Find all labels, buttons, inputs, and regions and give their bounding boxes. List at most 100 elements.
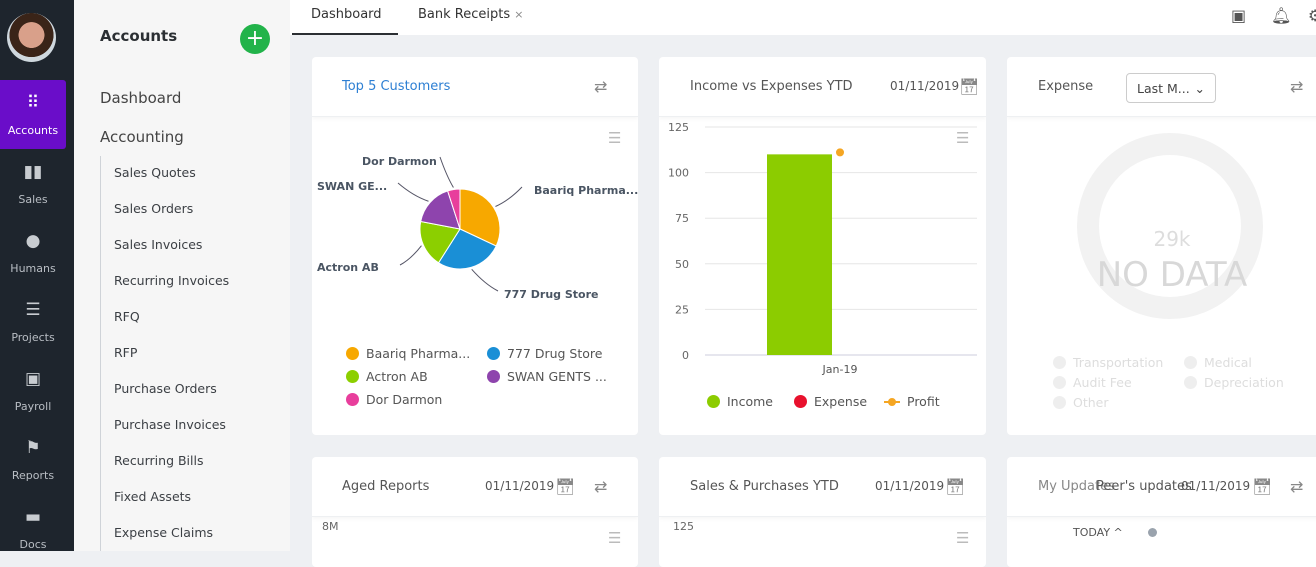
nav-title: Accounts [100, 27, 178, 45]
legend-swatch [346, 370, 359, 383]
grid-icon: ⠿ [26, 93, 40, 113]
legend-item[interactable]: Actron AB [346, 369, 428, 384]
stack-icon: ☰ [25, 300, 41, 320]
pie-slice[interactable] [419, 220, 461, 264]
rail-item-accounts[interactable]: ⠿ Accounts [0, 80, 66, 149]
nav-item[interactable]: Sales Invoices [114, 237, 203, 252]
rail-item-projects[interactable]: ☰ Projects [0, 287, 66, 356]
date-value: 01/11/2019 [485, 479, 555, 493]
pie-slice[interactable] [459, 188, 501, 247]
chart-menu-icon[interactable]: ☰ [956, 129, 970, 147]
rail-item-humans[interactable]: ● Humans [0, 218, 66, 287]
legend-item[interactable]: Depreciation [1184, 375, 1284, 390]
legend-item[interactable]: Audit Fee [1053, 375, 1132, 390]
nav-item[interactable]: Expense Claims [114, 525, 214, 540]
calendar-icon[interactable]: 📅︎ [945, 477, 966, 496]
bar-chart-icon: ▮▮ [23, 162, 43, 182]
legend-swatch [346, 347, 359, 360]
updates-card: My Updates Peer's updates 01/11/2019 📅︎ … [1007, 457, 1316, 567]
legend-item[interactable]: Income [707, 394, 773, 409]
tab-bank-receipts[interactable]: Bank Receipts × [418, 0, 523, 35]
nav-item[interactable]: Recurring Bills [114, 453, 204, 468]
nav-dashboard[interactable]: Dashboard [100, 89, 182, 107]
chart-menu-icon[interactable]: ☰ [608, 529, 622, 547]
legend-item[interactable]: Dor Darmon [346, 392, 442, 407]
card-title[interactable]: Top 5 Customers [342, 79, 451, 94]
pie-slice[interactable] [447, 188, 461, 230]
legend-label: Dor Darmon [366, 392, 443, 407]
refresh-icon[interactable]: ⇄ [1290, 77, 1304, 96]
period-select[interactable]: Last M... ⌄ [1126, 73, 1216, 103]
add-button[interactable]: + [240, 24, 270, 54]
pie-slice[interactable] [420, 190, 461, 230]
tab-my-updates[interactable]: My Updates [1038, 479, 1115, 494]
calendar-icon[interactable]: 📅︎ [959, 77, 980, 96]
rail-label: Sales [18, 193, 48, 206]
legend-item[interactable]: Medical [1184, 355, 1252, 370]
y-tick: 125 [668, 121, 689, 134]
pie-slice[interactable] [437, 228, 497, 270]
rail-item-reports[interactable]: ⚑ Reports [0, 425, 66, 494]
top-customers-card: Top 5 Customers ⇄ ☰ Baariq Pharma... 777 … [312, 57, 638, 435]
nav-item[interactable]: Purchase Orders [114, 381, 217, 396]
layout-icon[interactable]: ▣ [1231, 6, 1247, 25]
legend-swatch [487, 347, 500, 360]
connector-line [471, 269, 499, 292]
timeline-dot [1148, 528, 1157, 537]
rail-item-payroll[interactable]: ▣ Payroll [0, 356, 66, 425]
legend-swatch [884, 395, 900, 408]
legend-label: Expense [814, 394, 868, 409]
nav-item[interactable]: Sales Quotes [114, 165, 196, 180]
nav-accounting[interactable]: Accounting [100, 128, 184, 146]
nav-item[interactable]: Recurring Invoices [114, 273, 230, 288]
refresh-icon[interactable]: ⇄ [594, 77, 608, 96]
gear-icon[interactable]: ⚙ [1308, 6, 1316, 25]
refresh-icon[interactable]: ⇄ [1290, 477, 1304, 496]
legend-label: Profit [907, 394, 940, 409]
bell-icon[interactable]: 🔔︎ [1271, 6, 1292, 25]
calendar-icon[interactable]: 📅︎ [1252, 477, 1273, 496]
connector-line [397, 182, 429, 202]
y-tick: 75 [675, 212, 689, 225]
y-tick: 25 [675, 303, 689, 316]
legend-item[interactable]: Expense [794, 394, 867, 409]
card-title: Sales & Purchases YTD [690, 479, 839, 494]
legend-swatch [487, 370, 500, 383]
rail-item-docs[interactable]: ▬ Docs [0, 494, 66, 563]
today-toggle[interactable]: TODAY ^ [1073, 526, 1123, 539]
y-tick: 0 [682, 349, 689, 362]
nav-item[interactable]: Sales Orders [114, 201, 194, 216]
nav-item[interactable]: RFQ [114, 309, 140, 324]
date-value: 01/11/2019 [890, 79, 960, 93]
refresh-icon[interactable]: ⇄ [594, 477, 608, 496]
legend-swatch [794, 395, 807, 408]
rail-label: Humans [10, 262, 56, 275]
pie-chart: Baariq Pharma... 777 Drug Store Actron AB S… [317, 155, 638, 301]
rail-item-sales[interactable]: ▮▮ Sales [0, 149, 66, 218]
legend-item[interactable]: SWAN GENTS ... [487, 369, 607, 384]
close-icon[interactable]: × [514, 8, 524, 21]
rail-label: Docs [19, 538, 47, 551]
nav-item[interactable]: RFP [114, 345, 138, 360]
legend-item[interactable]: Transportation [1053, 355, 1163, 370]
tab-peers-updates[interactable]: Peer's updates [1096, 479, 1192, 494]
legend-item[interactable]: Other [1053, 395, 1109, 410]
expense-card: Expense Last M... ⌄ ⇄ 29k NO DATA Transp… [1007, 57, 1316, 435]
slice-label: Dor Darmon [362, 155, 437, 168]
divider [100, 156, 101, 551]
nav-item[interactable]: Purchase Invoices [114, 417, 226, 432]
chart-menu-icon[interactable]: ☰ [608, 129, 622, 147]
tab-dashboard[interactable]: Dashboard [292, 0, 398, 35]
legend-item[interactable]: Baariq Pharma... [346, 346, 470, 361]
legend-item[interactable]: 777 Drug Store [487, 346, 602, 361]
avatar[interactable] [7, 13, 56, 62]
calendar-icon[interactable]: 📅︎ [555, 477, 576, 496]
legend-item[interactable]: Profit [884, 394, 940, 409]
card-title: Income vs Expenses YTD [690, 79, 853, 94]
income-bar[interactable] [767, 154, 832, 355]
y-tick: 50 [675, 258, 689, 271]
nav-item[interactable]: Fixed Assets [114, 489, 192, 504]
rail-label: Accounts [7, 124, 59, 137]
legend-swatch [707, 395, 720, 408]
chart-menu-icon[interactable]: ☰ [956, 529, 970, 547]
